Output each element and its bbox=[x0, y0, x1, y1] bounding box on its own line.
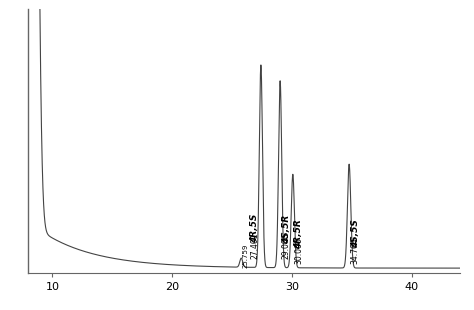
Text: 4S,5S: 4S,5S bbox=[351, 219, 360, 248]
Text: 4S,5R: 4S,5R bbox=[282, 215, 291, 244]
Text: 25.759: 25.759 bbox=[242, 244, 248, 268]
Text: 29.006: 29.006 bbox=[282, 233, 291, 259]
Text: 34.764: 34.764 bbox=[351, 237, 360, 264]
Text: 4R,5S: 4R,5S bbox=[250, 214, 259, 243]
Text: 4R,5R: 4R,5R bbox=[294, 219, 303, 249]
Text: 30.066: 30.066 bbox=[294, 237, 303, 264]
Text: 27.401: 27.401 bbox=[250, 232, 259, 259]
